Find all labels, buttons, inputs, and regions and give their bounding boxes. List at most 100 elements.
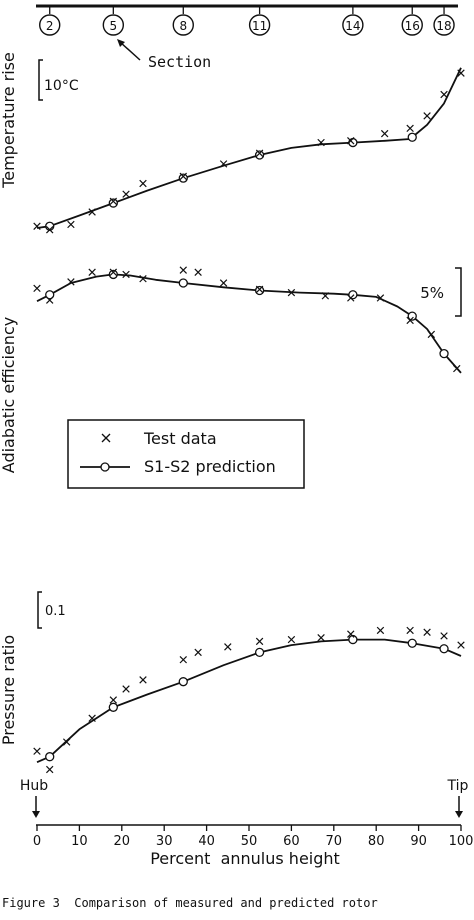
section-number: 16 (405, 19, 420, 33)
section-number: 8 (179, 19, 187, 33)
prediction-point (178, 278, 188, 288)
section-number: 2 (46, 19, 54, 33)
section-number: 18 (436, 19, 451, 33)
x-tick-label: 90 (410, 834, 427, 849)
prediction-line (36, 67, 462, 229)
test-data-point (67, 278, 75, 286)
test-data-point (139, 179, 147, 188)
section-label: Section (148, 53, 211, 71)
prediction-point (178, 173, 188, 183)
test-data-point (194, 268, 202, 277)
test-data-point (440, 90, 448, 99)
test-data-point (406, 316, 414, 325)
test-data-point (179, 655, 188, 664)
test-data-point (376, 626, 385, 635)
test-data-point (194, 648, 202, 657)
prediction-line (36, 273, 462, 374)
test-data-point (67, 220, 75, 229)
test-data-point (457, 69, 465, 77)
test-data-point (179, 172, 188, 181)
test-data-point (219, 160, 228, 168)
x-tick-label: 100 (449, 834, 474, 849)
test-data-point (255, 637, 264, 646)
adiabatic-efficiency-panel (33, 266, 462, 374)
section-marker: 18 (433, 6, 455, 36)
temperature-rise-label: Temperature rise (0, 52, 18, 189)
adiabatic-efficiency-label: Adiabatic efficiency (0, 317, 18, 473)
prediction-point (254, 647, 265, 658)
test-data-point (380, 129, 389, 138)
x-tick-label: 60 (283, 834, 300, 849)
test-data-point (45, 765, 54, 774)
prediction-point (407, 311, 417, 321)
x-tick-label: 0 (33, 834, 41, 849)
test-data-point (122, 685, 130, 693)
tip-marker: Tip (447, 778, 469, 818)
test-data-point (347, 294, 355, 302)
x-tick-label: 80 (368, 834, 385, 849)
legend-prediction-marker (80, 462, 130, 472)
temperature-scale-label: 10°C (44, 78, 79, 94)
test-data-point (62, 738, 71, 746)
prediction-point (439, 644, 449, 654)
prediction-point (254, 150, 265, 160)
test-data-point (376, 294, 385, 302)
test-data-point (287, 288, 296, 297)
test-data-point (321, 292, 330, 300)
legend-prediction-label: S1-S2 prediction (144, 457, 276, 476)
test-data-point (45, 226, 54, 234)
test-data-point (33, 284, 41, 293)
legend: Test data S1-S2 prediction (67, 419, 305, 489)
figure-caption: Figure 3 Comparison of measured and pred… (2, 896, 378, 910)
tip-label: Tip (447, 778, 469, 794)
section-marker: 2 (39, 6, 61, 36)
test-data-point (427, 330, 436, 339)
prediction-point (407, 132, 417, 142)
test-data-point (109, 197, 118, 206)
test-data-point (122, 190, 130, 198)
test-data-point (347, 137, 355, 145)
section-markers: 2 5 8 11 14 16 18 (39, 6, 455, 36)
pressure-scale-label: 0.1 (45, 604, 66, 619)
test-data-point (109, 268, 118, 277)
section-number: 11 (252, 19, 267, 33)
prediction-point (178, 677, 188, 687)
test-data-point (317, 634, 325, 642)
test-data-point (224, 643, 232, 651)
prediction-point (439, 348, 449, 359)
prediction-line (36, 638, 462, 764)
hub-label: Hub (20, 778, 48, 794)
efficiency-scale: 5% (420, 267, 462, 317)
x-tick-label: 50 (241, 834, 258, 849)
prediction-point (45, 290, 55, 300)
section-marker: 11 (248, 6, 271, 36)
section-marker: 5 (102, 6, 125, 36)
x-tick-label: 20 (114, 834, 131, 849)
test-data-point (45, 296, 54, 304)
test-data-point (406, 124, 414, 133)
x-tick-label: 30 (156, 834, 173, 849)
prediction-point (254, 285, 265, 296)
temperature-rise-panel (33, 67, 465, 234)
efficiency-scale-label: 5% (420, 284, 444, 302)
section-number: 5 (109, 19, 117, 33)
prediction-point (108, 702, 118, 712)
test-data-point (317, 138, 325, 147)
test-data-point (109, 696, 118, 704)
test-data-point (453, 364, 461, 373)
pressure-ratio-label: Pressure ratio (0, 635, 18, 745)
test-data-point (287, 635, 296, 644)
section-marker: 14 (342, 6, 364, 36)
x-tick-label: 10 (71, 834, 88, 849)
hub-marker: Hub (20, 778, 48, 818)
legend-test-label: Test data (143, 429, 217, 448)
x-tick-label: 40 (198, 834, 215, 849)
test-data-point (406, 626, 414, 635)
section-number: 14 (345, 19, 360, 33)
pressure-ratio-panel (33, 626, 465, 774)
prediction-point (407, 638, 417, 648)
test-data-point (255, 149, 264, 157)
x-axis-ticks: 0 10 20 30 40 50 60 70 80 90 100 (33, 825, 474, 849)
prediction-point (348, 290, 358, 300)
